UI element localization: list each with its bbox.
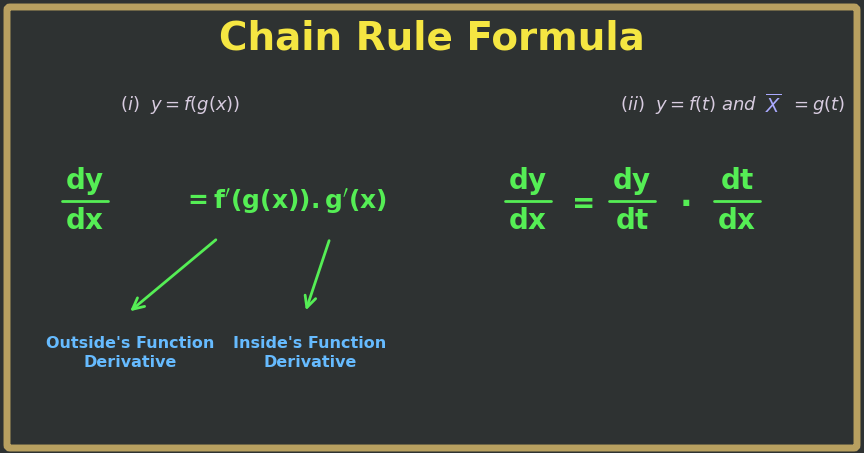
Text: Chain Rule Formula: Chain Rule Formula [219, 19, 645, 57]
FancyBboxPatch shape [7, 7, 857, 448]
Text: $\bf{dx}$: $\bf{dx}$ [717, 207, 757, 235]
Text: $\bf{dy}$: $\bf{dy}$ [508, 165, 548, 197]
Text: $\bf{dy}$: $\bf{dy}$ [66, 165, 105, 197]
Text: $\bf{\cdot}$: $\bf{\cdot}$ [679, 185, 690, 218]
Text: $\bf{dx}$: $\bf{dx}$ [508, 207, 548, 235]
Text: $\bf{dt}$: $\bf{dt}$ [615, 207, 649, 235]
Text: Inside's Function
Derivative: Inside's Function Derivative [233, 336, 386, 371]
Text: $\bf{dt}$: $\bf{dt}$ [720, 167, 754, 195]
Text: $\bf{dx}$: $\bf{dx}$ [66, 207, 105, 235]
Text: $\bf{dy}$: $\bf{dy}$ [613, 165, 651, 197]
Text: Outside's Function
Derivative: Outside's Function Derivative [46, 336, 214, 371]
Text: $(i)$  $y = f(g(x))$: $(i)$ $y = f(g(x))$ [120, 94, 240, 116]
Text: $(ii)$  $y = f(t)$ and: $(ii)$ $y = f(t)$ and [620, 94, 758, 116]
Text: $\bf{= f'(g(x)).g'(x)}$: $\bf{= f'(g(x)).g'(x)}$ [183, 188, 387, 217]
Text: $\bf{=}$: $\bf{=}$ [566, 188, 594, 216]
Text: $\overline{X}$: $\overline{X}$ [765, 93, 781, 117]
Text: $= g(t)$: $= g(t)$ [790, 94, 845, 116]
